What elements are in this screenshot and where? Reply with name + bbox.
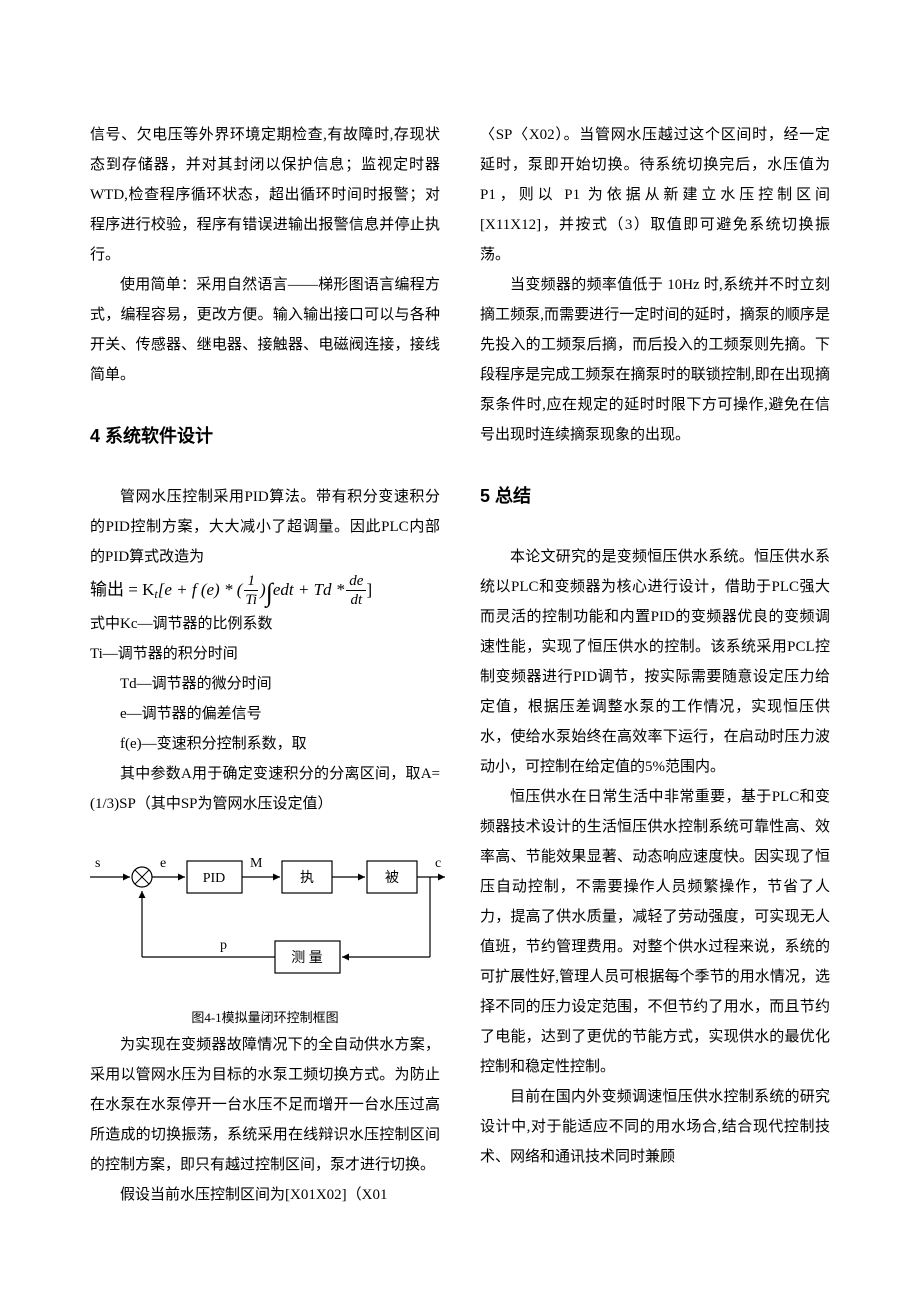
left-p9: 为实现在变频器故障情况下的全自动供水方案，采用以管网水压为目标的水泵工频切换方式… [90, 1030, 440, 1180]
left-p4a: 式中Kc—调节器的比例系数 [90, 609, 440, 639]
left-p10: 假设当前水压控制区间为[X01X02]（X01 [90, 1180, 440, 1210]
diag-label-plant: 被 [385, 870, 399, 886]
right-p1: 〈SP〈X02）。当管网水压越过这个区间时，经一定延时，泵即开始切换。待系统切换… [480, 120, 830, 270]
formula-t-sub: t [154, 587, 157, 601]
right-p4: 恒压供水在日常生活中非常重要，基于PLC和变频器技术设计的生活恒压供水控制系统可… [480, 782, 830, 1082]
right-p3: 本论文研究的是变频恒压供水系统。恒压供水系统以PLC和变频器为核心进行设计，借助… [480, 542, 830, 782]
diag-label-meas: 测 量 [291, 950, 323, 966]
left-p2: 使用简单：采用自然语言——梯形图语言编程方式，编程容易，更改方便。输入输出接口可… [90, 270, 440, 390]
formula-mid3: edt + Td * [273, 580, 344, 600]
diagram-svg: s e PID M 执 [90, 837, 450, 997]
left-column: 信号、欠电压等外界环境定期检查,有故障时,存现状态到存储器，并对其封闭以保护信息… [90, 120, 440, 1210]
formula-frac1-den: Ti [242, 591, 260, 609]
diagram-caption: 图4-1模拟量闭环控制框图 [90, 1007, 440, 1026]
formula-frac1-num: 1 [244, 572, 258, 591]
page: 信号、欠电压等外界环境定期检查,有故障时,存现状态到存储器，并对其封闭以保护信息… [0, 0, 920, 1270]
formula-close: ] [366, 580, 372, 600]
diag-label-m: M [250, 856, 263, 871]
diag-label-p: p [220, 938, 227, 953]
left-p7: f(e)—变速积分控制系数，取 [90, 729, 440, 759]
heading-5: 5 总结 [480, 478, 830, 514]
formula-prefix: 输出 = K [90, 580, 154, 600]
left-p4b: Ti—调节器的积分时间 [90, 639, 440, 669]
diag-label-pid: PID [203, 871, 226, 886]
pid-formula: 输出 = K t [e + f (e) * ( 1 Ti ) ∫ edt + T… [90, 572, 440, 609]
diag-label-e: e [160, 856, 166, 871]
left-p8: 其中参数A用于确定变速积分的分离区间，取A=(1/3)SP（其中SP为管网水压设… [90, 759, 440, 819]
left-p3: 管网水压控制采用PID算法。带有积分变速积分的PID控制方案，大大减小了超调量。… [90, 482, 440, 572]
heading-4: 4 系统软件设计 [90, 418, 440, 454]
diag-label-c: c [435, 856, 441, 871]
left-p5: Td—调节器的微分时间 [90, 669, 440, 699]
formula-frac2-num: de [346, 572, 366, 591]
formula-frac2-den: dt [348, 591, 366, 609]
formula-integral: ∫ [266, 577, 273, 608]
left-p6: e—调节器的偏差信号 [90, 699, 440, 729]
two-column-layout: 信号、欠电压等外界环境定期检查,有故障时,存现状态到存储器，并对其封闭以保护信息… [90, 120, 830, 1210]
right-p5: 目前在国内外变频调速恒压供水控制系统的研究设计中,对于能适应不同的用水场合,结合… [480, 1082, 830, 1172]
block-diagram: s e PID M 执 [90, 837, 440, 997]
diag-label-exec: 执 [300, 870, 314, 886]
formula-mid1: [e + f (e) * ( [158, 580, 243, 600]
left-p1: 信号、欠电压等外界环境定期检查,有故障时,存现状态到存储器，并对其封闭以保护信息… [90, 120, 440, 270]
diag-label-s: s [95, 856, 100, 871]
right-column: 〈SP〈X02）。当管网水压越过这个区间时，经一定延时，泵即开始切换。待系统切换… [480, 120, 830, 1210]
right-p2: 当变频器的频率值低于 10Hz 时,系统并不时立刻摘工频泵,而需要进行一定时间的… [480, 270, 830, 450]
